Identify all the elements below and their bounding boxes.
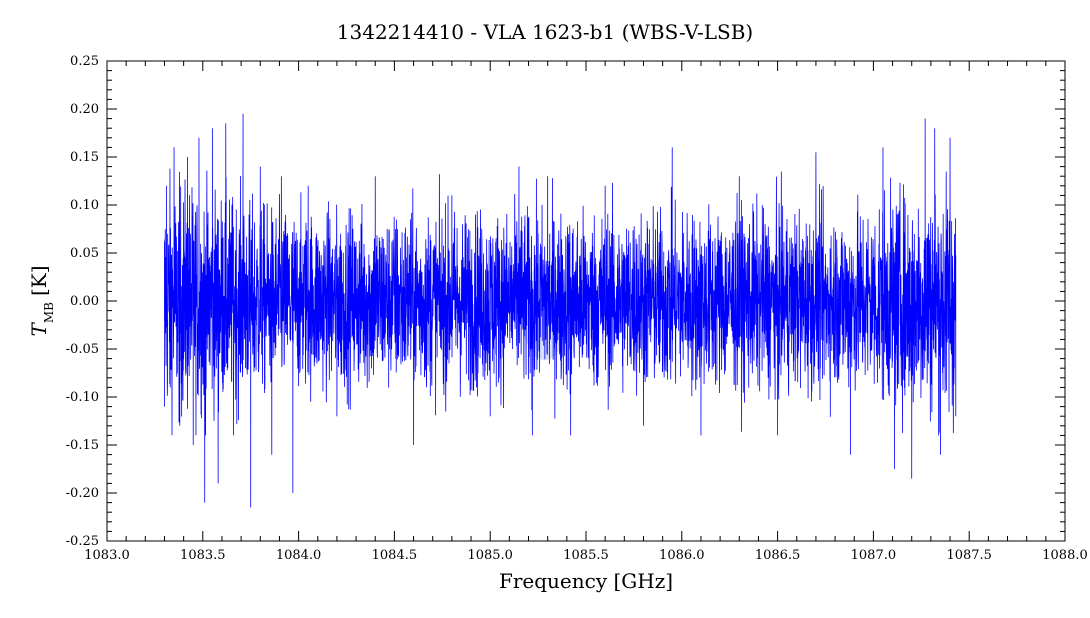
x-tick-label: 1087.0 bbox=[851, 548, 897, 563]
axis-ticks bbox=[106, 60, 1066, 542]
x-tick-label: 1084.5 bbox=[372, 548, 418, 563]
spectrum-trace bbox=[164, 113, 957, 508]
y-tick-labels: -0.25 -0.20 -0.15 -0.10 -0.05 0.00 0.05 0.10 0.1… bbox=[66, 54, 99, 549]
x-tick-label: 1086.0 bbox=[659, 548, 705, 563]
y-tick-label: 0.05 bbox=[70, 246, 99, 261]
y-tick-label: -0.25 bbox=[66, 534, 99, 549]
y-tick-label: 0.10 bbox=[70, 198, 99, 213]
y-tick-label: -0.20 bbox=[66, 486, 99, 501]
y-tick-label: 0.15 bbox=[70, 150, 99, 165]
y-tick-label: -0.15 bbox=[66, 438, 99, 453]
x-tick-label: 1088.0 bbox=[1042, 548, 1088, 563]
y-axis-label-unit: [K] bbox=[27, 266, 51, 297]
y-tick-label: -0.10 bbox=[66, 390, 99, 405]
spectrum-line bbox=[164, 113, 957, 508]
y-axis-label: TMB [K] bbox=[27, 266, 56, 337]
y-axis-label-symbol: T bbox=[27, 322, 51, 337]
x-tick-labels: 1083.0 1083.5 1084.0 1084.5 1085.0 1085.5 1086… bbox=[84, 548, 1088, 563]
x-tick-label: 1083.0 bbox=[84, 548, 130, 563]
chart-title: 1342214410 - VLA 1623-b1 (WBS-V-LSB) bbox=[337, 20, 753, 44]
x-tick-label: 1087.5 bbox=[946, 548, 992, 563]
y-tick-label: 0.20 bbox=[70, 102, 99, 117]
x-tick-label: 1084.0 bbox=[276, 548, 322, 563]
y-tick-label: -0.05 bbox=[66, 342, 99, 357]
x-tick-label: 1086.5 bbox=[755, 548, 801, 563]
x-tick-label: 1085.0 bbox=[467, 548, 513, 563]
y-tick-label: 0.00 bbox=[70, 294, 99, 309]
x-axis-label: Frequency [GHz] bbox=[499, 569, 673, 593]
y-tick-label: 0.25 bbox=[70, 54, 99, 69]
x-tick-label: 1085.5 bbox=[563, 548, 609, 563]
y-axis-label-subscript: MB bbox=[42, 302, 56, 323]
x-tick-label: 1083.5 bbox=[180, 548, 226, 563]
